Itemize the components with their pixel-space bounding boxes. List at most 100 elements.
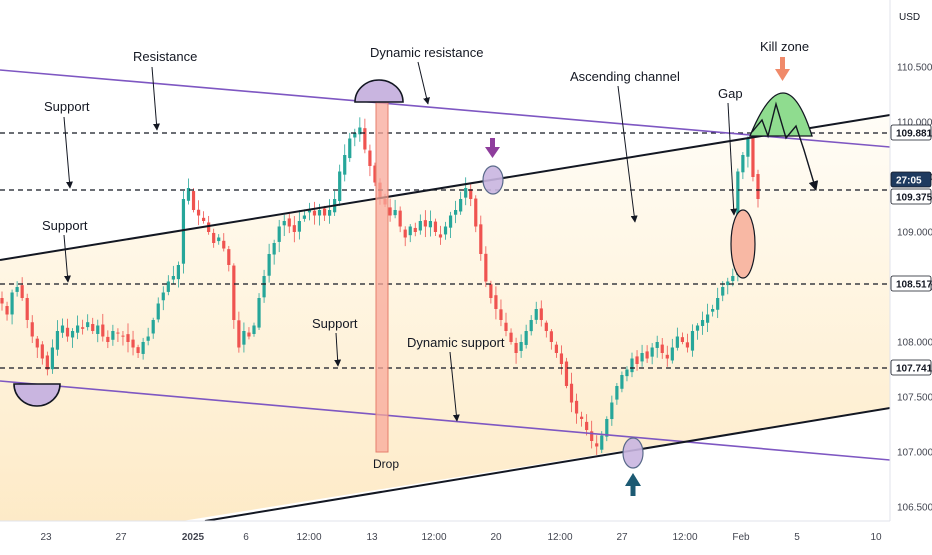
candle-body <box>20 285 24 298</box>
candle-body <box>534 309 538 320</box>
candle-body <box>191 191 196 210</box>
time-tick-label: 6 <box>243 532 249 543</box>
support-touch-semicircle[interactable] <box>13 383 61 407</box>
candle-body <box>675 336 679 348</box>
price-label-text: 108.517 <box>896 280 932 291</box>
candle-body <box>645 351 649 359</box>
candle-body <box>418 221 422 231</box>
candle-body <box>146 336 150 341</box>
gap-ellipse[interactable] <box>730 209 756 279</box>
dynamic-resistance-line[interactable] <box>0 69 891 148</box>
price-tick-label: 110.500 <box>897 63 932 74</box>
candle-body <box>600 435 604 450</box>
candle-body <box>474 198 478 227</box>
candle-body <box>469 189 473 199</box>
kill-zone-path-arrow[interactable] <box>751 101 819 191</box>
candle-body <box>393 210 397 216</box>
candle-body <box>207 222 211 232</box>
candle-body <box>257 298 261 328</box>
drop-bar[interactable] <box>375 99 389 453</box>
candle-body <box>25 298 29 320</box>
candle-body <box>40 344 44 359</box>
candle-body <box>716 298 720 310</box>
low-marker-ellipse[interactable] <box>622 437 644 469</box>
annotations: Resistance Support Support Support Dynam… <box>42 39 809 471</box>
candle-body <box>620 375 624 389</box>
candle-body <box>101 324 105 337</box>
candle-body <box>297 221 301 232</box>
label-dynamic-resistance: Dynamic resistance <box>370 45 483 60</box>
candle-body <box>126 334 130 342</box>
time-tick-label: 23 <box>40 532 52 543</box>
candle-body <box>166 281 170 292</box>
candle-body <box>539 308 543 320</box>
candle-body <box>328 210 332 216</box>
price-tick-label: 106.500 <box>897 503 932 514</box>
price-tick-label: 109.000 <box>897 228 932 239</box>
candle-body <box>161 292 165 301</box>
time-tick-label: 27 <box>115 532 127 543</box>
candle-body <box>438 234 443 238</box>
candle-body <box>650 347 654 357</box>
candle-body <box>176 265 180 280</box>
candle-body <box>202 217 206 221</box>
candle-body <box>595 443 599 447</box>
candle-body <box>721 287 725 296</box>
time-tick-label: 12:00 <box>672 532 697 543</box>
candle-body <box>731 276 735 282</box>
price-label-box <box>890 171 932 188</box>
candle-body <box>489 284 493 298</box>
candle-body <box>388 207 392 216</box>
price-tick-label: 108.000 <box>897 338 932 349</box>
candle-body <box>131 339 135 348</box>
orange-down-arrow <box>775 57 790 81</box>
label-drop: Drop <box>373 457 399 471</box>
channel-lower-line[interactable] <box>204 407 891 522</box>
candle-body <box>751 137 755 177</box>
candle-body <box>237 320 241 348</box>
candle-body <box>116 332 120 334</box>
candle-body <box>212 232 216 243</box>
candle-body <box>585 421 589 430</box>
price-tick-label: 110.000 <box>897 118 932 129</box>
candle-body <box>464 188 468 198</box>
candle-body <box>307 210 312 213</box>
candle-body <box>5 306 9 315</box>
time-axis[interactable]: 23 27 2025 6 12:00 13 12:00 20 12:00 27 12:00 Feb 5 1… <box>0 520 932 550</box>
candle-body <box>398 210 402 227</box>
candle-body <box>151 320 155 334</box>
break-marker-ellipse[interactable] <box>482 165 504 195</box>
candle-body <box>454 210 458 215</box>
candle-body <box>267 254 271 276</box>
candle-body <box>272 243 276 255</box>
kill-zone-shape[interactable] <box>749 92 813 137</box>
candle-body <box>181 199 186 264</box>
candle-body <box>544 322 548 331</box>
candle-body <box>76 325 80 333</box>
time-tick-label: 20 <box>490 532 502 543</box>
candle-body <box>711 309 715 312</box>
candle-body <box>514 342 518 353</box>
candle-body <box>252 325 256 334</box>
candle-body <box>660 344 664 353</box>
candle-body <box>680 337 684 342</box>
channel-upper-line[interactable] <box>0 114 891 261</box>
candle-body <box>524 331 528 345</box>
candle-body <box>529 320 533 332</box>
price-axis[interactable]: USD 110.500110.000109.500109.000108.5001… <box>889 0 932 550</box>
candle-body <box>499 309 503 320</box>
teal-up-arrow <box>625 473 641 496</box>
time-tick-label: 10 <box>870 532 882 543</box>
candle-body <box>726 281 730 286</box>
candle-body <box>605 419 609 437</box>
candle-body <box>700 320 705 326</box>
candle-body <box>171 276 175 280</box>
label-ascending-channel: Ascending channel <box>570 69 680 84</box>
candle-body <box>317 210 322 216</box>
resistance-touch-semicircle[interactable] <box>354 79 404 103</box>
dynamic-support-line[interactable] <box>0 380 891 461</box>
price-label-box <box>890 275 932 292</box>
candle-body <box>423 220 427 227</box>
